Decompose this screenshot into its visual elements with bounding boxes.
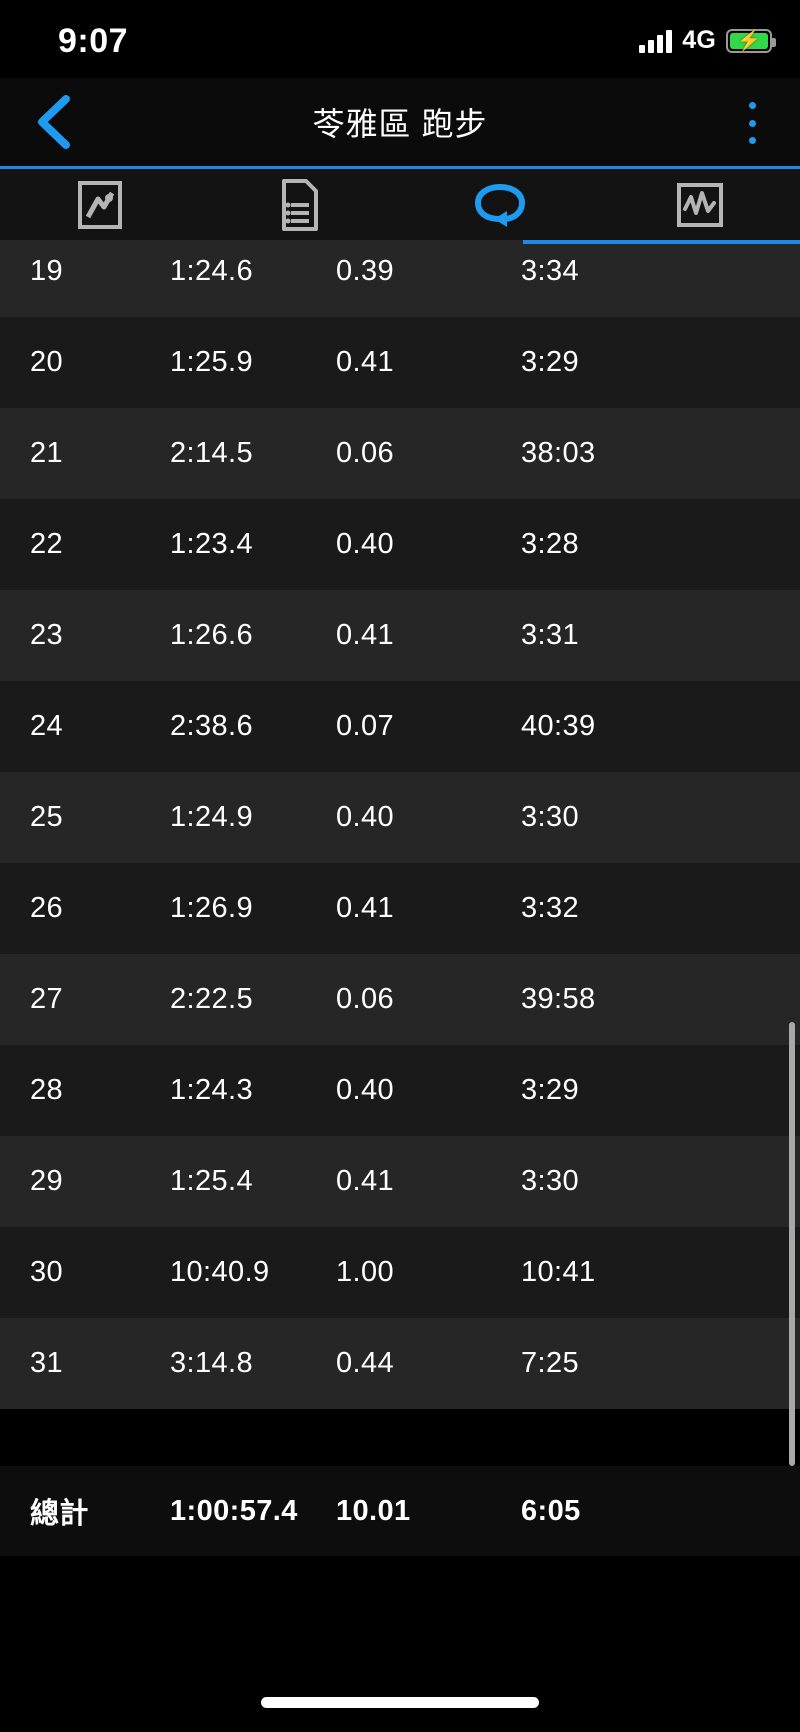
table-row[interactable]: 20 1:25.9 0.41 3:29 xyxy=(0,317,800,408)
lap-time: 1:24.9 xyxy=(170,801,254,833)
lap-number: 23 xyxy=(30,619,64,651)
navigation-bar: 苓雅區 跑步 xyxy=(0,78,800,166)
lap-number: 22 xyxy=(30,528,64,560)
lap-pace: 3:30 xyxy=(521,801,580,833)
network-type-label: 4G xyxy=(682,26,716,54)
table-row[interactable]: 28 1:24.3 0.40 3:29 xyxy=(0,1045,800,1136)
lap-time: 1:24.6 xyxy=(170,255,254,287)
lap-time: 3:14.8 xyxy=(170,1347,254,1379)
lap-pace: 40:39 xyxy=(521,710,596,742)
map-icon xyxy=(78,180,122,229)
lap-number: 20 xyxy=(30,346,64,378)
vertical-scrollbar[interactable] xyxy=(789,1022,795,1466)
lap-number: 19 xyxy=(30,255,64,287)
map-tab[interactable] xyxy=(0,169,200,240)
document-list-icon xyxy=(282,178,318,231)
lap-number: 28 xyxy=(30,1074,64,1106)
more-vertical-icon[interactable] xyxy=(730,100,774,146)
header-divider xyxy=(0,166,800,169)
lap-pace: 3:30 xyxy=(521,1165,580,1197)
scroll-seam-highlight xyxy=(523,240,800,244)
lap-time: 2:22.5 xyxy=(170,983,254,1015)
lap-pace: 3:31 xyxy=(521,619,580,651)
table-row[interactable]: 31 3:14.8 0.44 7:25 xyxy=(0,1318,800,1409)
lap-number: 25 xyxy=(30,801,64,833)
details-tab[interactable] xyxy=(200,169,400,240)
lap-distance: 0.41 xyxy=(336,346,395,378)
lap-distance: 0.41 xyxy=(336,619,395,651)
table-row[interactable]: 21 2:14.5 0.06 38:03 xyxy=(0,408,800,499)
status-bar: 9:07 4G ⚡ xyxy=(0,0,800,78)
battery-charging-icon: ⚡ xyxy=(726,28,776,53)
lap-number: 21 xyxy=(30,437,64,469)
lap-distance: 0.39 xyxy=(336,255,395,287)
lap-pace: 10:41 xyxy=(521,1256,596,1288)
total-distance: 10.01 xyxy=(336,1494,411,1527)
table-row[interactable]: 25 1:24.9 0.40 3:30 xyxy=(0,772,800,863)
page-title: 苓雅區 跑步 xyxy=(312,106,488,142)
total-time: 1:00:57.4 xyxy=(170,1494,298,1527)
lap-number: 31 xyxy=(30,1347,64,1379)
chart-line-icon xyxy=(677,182,723,227)
table-row[interactable]: 26 1:26.9 0.41 3:32 xyxy=(0,863,800,954)
table-row[interactable]: 23 1:26.6 0.41 3:31 xyxy=(0,590,800,681)
lap-pace: 39:58 xyxy=(521,983,596,1015)
table-row[interactable]: 22 1:23.4 0.40 3:28 xyxy=(0,499,800,590)
lap-number: 29 xyxy=(30,1165,64,1197)
lap-distance: 0.07 xyxy=(336,710,395,742)
back-button[interactable] xyxy=(22,90,86,154)
tab-bar xyxy=(0,169,800,240)
lap-number: 27 xyxy=(30,983,64,1015)
lap-time: 10:40.9 xyxy=(170,1256,270,1288)
lap-pace: 3:29 xyxy=(521,346,580,378)
lap-distance: 0.06 xyxy=(336,983,395,1015)
status-bar-indicators: 4G ⚡ xyxy=(639,26,776,55)
total-label: 總計 xyxy=(30,1498,89,1530)
total-pace: 6:05 xyxy=(521,1494,581,1527)
total-row: 總計 1:00:57.4 10.01 6:05 xyxy=(0,1466,800,1556)
status-bar-time: 9:07 xyxy=(58,22,129,60)
lap-time: 1:25.4 xyxy=(170,1165,254,1197)
lap-number: 24 xyxy=(30,710,64,742)
table-row[interactable]: 30 10:40.9 1.00 10:41 xyxy=(0,1227,800,1318)
lap-pace: 3:29 xyxy=(521,1074,580,1106)
charts-tab[interactable] xyxy=(600,169,800,240)
signal-bars-icon xyxy=(639,29,673,53)
laps-list[interactable]: 19 1:24.6 0.39 3:34 20 1:25.9 0.41 3:29 21 2:14.5… xyxy=(0,226,800,1466)
table-row[interactable]: 27 2:22.5 0.06 39:58 xyxy=(0,954,800,1045)
home-indicator[interactable] xyxy=(261,1697,539,1708)
lap-distance: 0.41 xyxy=(336,892,395,924)
lap-pace: 3:34 xyxy=(521,255,580,287)
table-row[interactable]: 29 1:25.4 0.41 3:30 xyxy=(0,1136,800,1227)
home-indicator-area xyxy=(0,1556,800,1732)
lap-number: 26 xyxy=(30,892,64,924)
lap-distance: 0.44 xyxy=(336,1347,395,1379)
lap-pace: 3:32 xyxy=(521,892,580,924)
lap-distance: 0.40 xyxy=(336,528,395,560)
lap-time: 2:14.5 xyxy=(170,437,254,469)
lap-time: 1:26.6 xyxy=(170,619,254,651)
lap-distance: 0.06 xyxy=(336,437,395,469)
chevron-left-icon xyxy=(38,95,70,149)
lap-time: 1:24.3 xyxy=(170,1074,254,1106)
lap-time: 1:25.9 xyxy=(170,346,254,378)
lap-loop-icon xyxy=(474,183,526,227)
lap-distance: 1.00 xyxy=(336,1256,395,1288)
lap-distance: 0.40 xyxy=(336,1074,395,1106)
lap-distance: 0.41 xyxy=(336,1165,395,1197)
lap-number: 30 xyxy=(30,1256,64,1288)
lap-time: 2:38.6 xyxy=(170,710,254,742)
lap-pace: 3:28 xyxy=(521,528,580,560)
lap-distance: 0.40 xyxy=(336,801,395,833)
table-row[interactable]: 24 2:38.6 0.07 40:39 xyxy=(0,681,800,772)
lap-pace: 7:25 xyxy=(521,1347,580,1379)
lap-time: 1:26.9 xyxy=(170,892,254,924)
laps-tab[interactable] xyxy=(400,169,600,240)
lap-time: 1:23.4 xyxy=(170,528,254,560)
lap-pace: 38:03 xyxy=(521,437,596,469)
